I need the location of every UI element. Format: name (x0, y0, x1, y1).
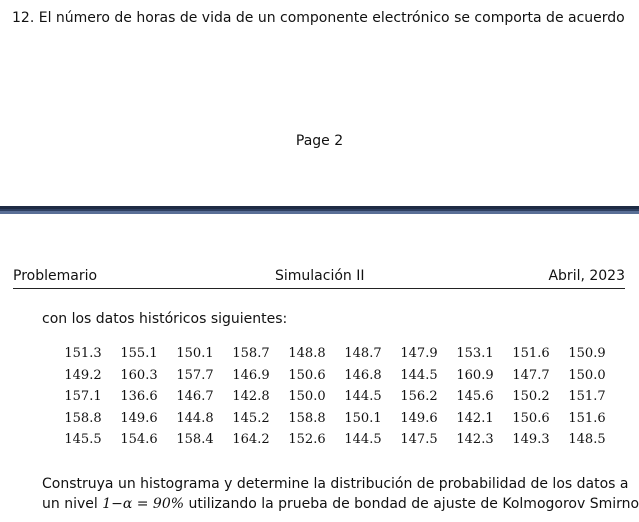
table-cell: 142.3 (456, 432, 494, 448)
table-row: 149.2 160.3 157.7 146.9 150.6 146.8 144.5 160.9… (55, 365, 615, 387)
table-row: 145.5 154.6 158.4 164.2 152.6 144.5 147.5 142.3… (55, 429, 615, 451)
table-cell: 151.6 (512, 346, 550, 362)
table-cell: 158.8 (64, 410, 102, 426)
table-cell: 157.1 (64, 389, 102, 405)
table-row: 151.3 155.1 150.1 158.7 148.8 148.7 147.9 153.1… (55, 343, 615, 365)
table-cell: 154.6 (120, 432, 158, 448)
table-cell: 148.7 (344, 346, 382, 362)
table-cell: 146.8 (344, 367, 382, 383)
table-cell: 150.6 (512, 410, 550, 426)
table-cell: 150.1 (344, 410, 382, 426)
conclusion-paragraph: Construya un histograma y determine la d… (42, 474, 639, 514)
header-center: Simulación II (275, 268, 365, 284)
table-cell: 148.5 (568, 432, 606, 448)
table-cell: 144.8 (176, 410, 214, 426)
table-cell: 145.2 (232, 410, 270, 426)
table-cell: 146.9 (232, 367, 270, 383)
running-header: Problemario Simulación II Abril, 2023 (13, 268, 625, 289)
conclusion-line-2: un nivel 1−α = 90% utilizando la prueba … (42, 494, 639, 514)
table-cell: 155.1 (120, 346, 158, 362)
table-cell: 149.2 (64, 367, 102, 383)
table-cell: 164.2 (232, 432, 270, 448)
table-cell: 158.7 (232, 346, 270, 362)
table-row: 158.8 149.6 144.8 145.2 158.8 150.1 149.6 142.1… (55, 408, 615, 430)
table-cell: 145.5 (64, 432, 102, 448)
problem-text: El número de horas de vida de un compone… (38, 10, 625, 26)
table-cell: 150.2 (512, 389, 550, 405)
table-cell: 158.8 (288, 410, 326, 426)
table-row: 157.1 136.6 146.7 142.8 150.0 144.5 156.2 145.6… (55, 386, 615, 408)
table-cell: 160.3 (120, 367, 158, 383)
table-cell: 151.6 (568, 410, 606, 426)
table-cell: 151.7 (568, 389, 606, 405)
page-break-divider (0, 206, 639, 214)
table-cell: 150.0 (288, 389, 326, 405)
header-left: Problemario (13, 268, 98, 284)
table-cell: 136.6 (120, 389, 158, 405)
table-cell: 146.7 (176, 389, 214, 405)
table-cell: 149.6 (400, 410, 438, 426)
table-cell: 144.5 (400, 367, 438, 383)
table-cell: 152.6 (288, 432, 326, 448)
header-right: Abril, 2023 (548, 268, 625, 284)
table-cell: 147.7 (512, 367, 550, 383)
table-cell: 142.1 (456, 410, 494, 426)
conclusion-line-1: Construya un histograma y determine la d… (42, 476, 629, 492)
table-cell: 144.5 (344, 389, 382, 405)
problem-statement: 12. El número de horas de vida de un com… (12, 10, 625, 26)
table-cell: 153.1 (456, 346, 494, 362)
table-cell: 158.4 (176, 432, 214, 448)
conclusion-prefix: un nivel (42, 496, 103, 512)
table-cell: 144.5 (344, 432, 382, 448)
confidence-level-math: 1−α = 90% (102, 496, 185, 512)
historical-data-table: 151.3 155.1 150.1 158.7 148.8 148.7 147.9 153.1… (55, 343, 615, 451)
table-cell: 160.9 (456, 367, 494, 383)
table-cell: 151.3 (64, 346, 102, 362)
table-cell: 150.1 (176, 346, 214, 362)
page-number-label: Page 2 (295, 133, 344, 149)
table-cell: 157.7 (176, 367, 214, 383)
table-cell: 149.6 (120, 410, 158, 426)
table-cell: 156.2 (400, 389, 438, 405)
intro-text: con los datos históricos siguientes: (42, 311, 288, 327)
table-cell: 148.8 (288, 346, 326, 362)
table-cell: 149.3 (512, 432, 550, 448)
problem-number: 12. (12, 10, 35, 26)
table-cell: 150.0 (568, 367, 606, 383)
conclusion-suffix: utilizando la prueba de bondad de ajuste… (184, 496, 639, 512)
table-cell: 145.6 (456, 389, 494, 405)
table-cell: 147.9 (400, 346, 438, 362)
table-cell: 150.9 (568, 346, 606, 362)
table-cell: 147.5 (400, 432, 438, 448)
table-cell: 142.8 (232, 389, 270, 405)
table-cell: 150.6 (288, 367, 326, 383)
